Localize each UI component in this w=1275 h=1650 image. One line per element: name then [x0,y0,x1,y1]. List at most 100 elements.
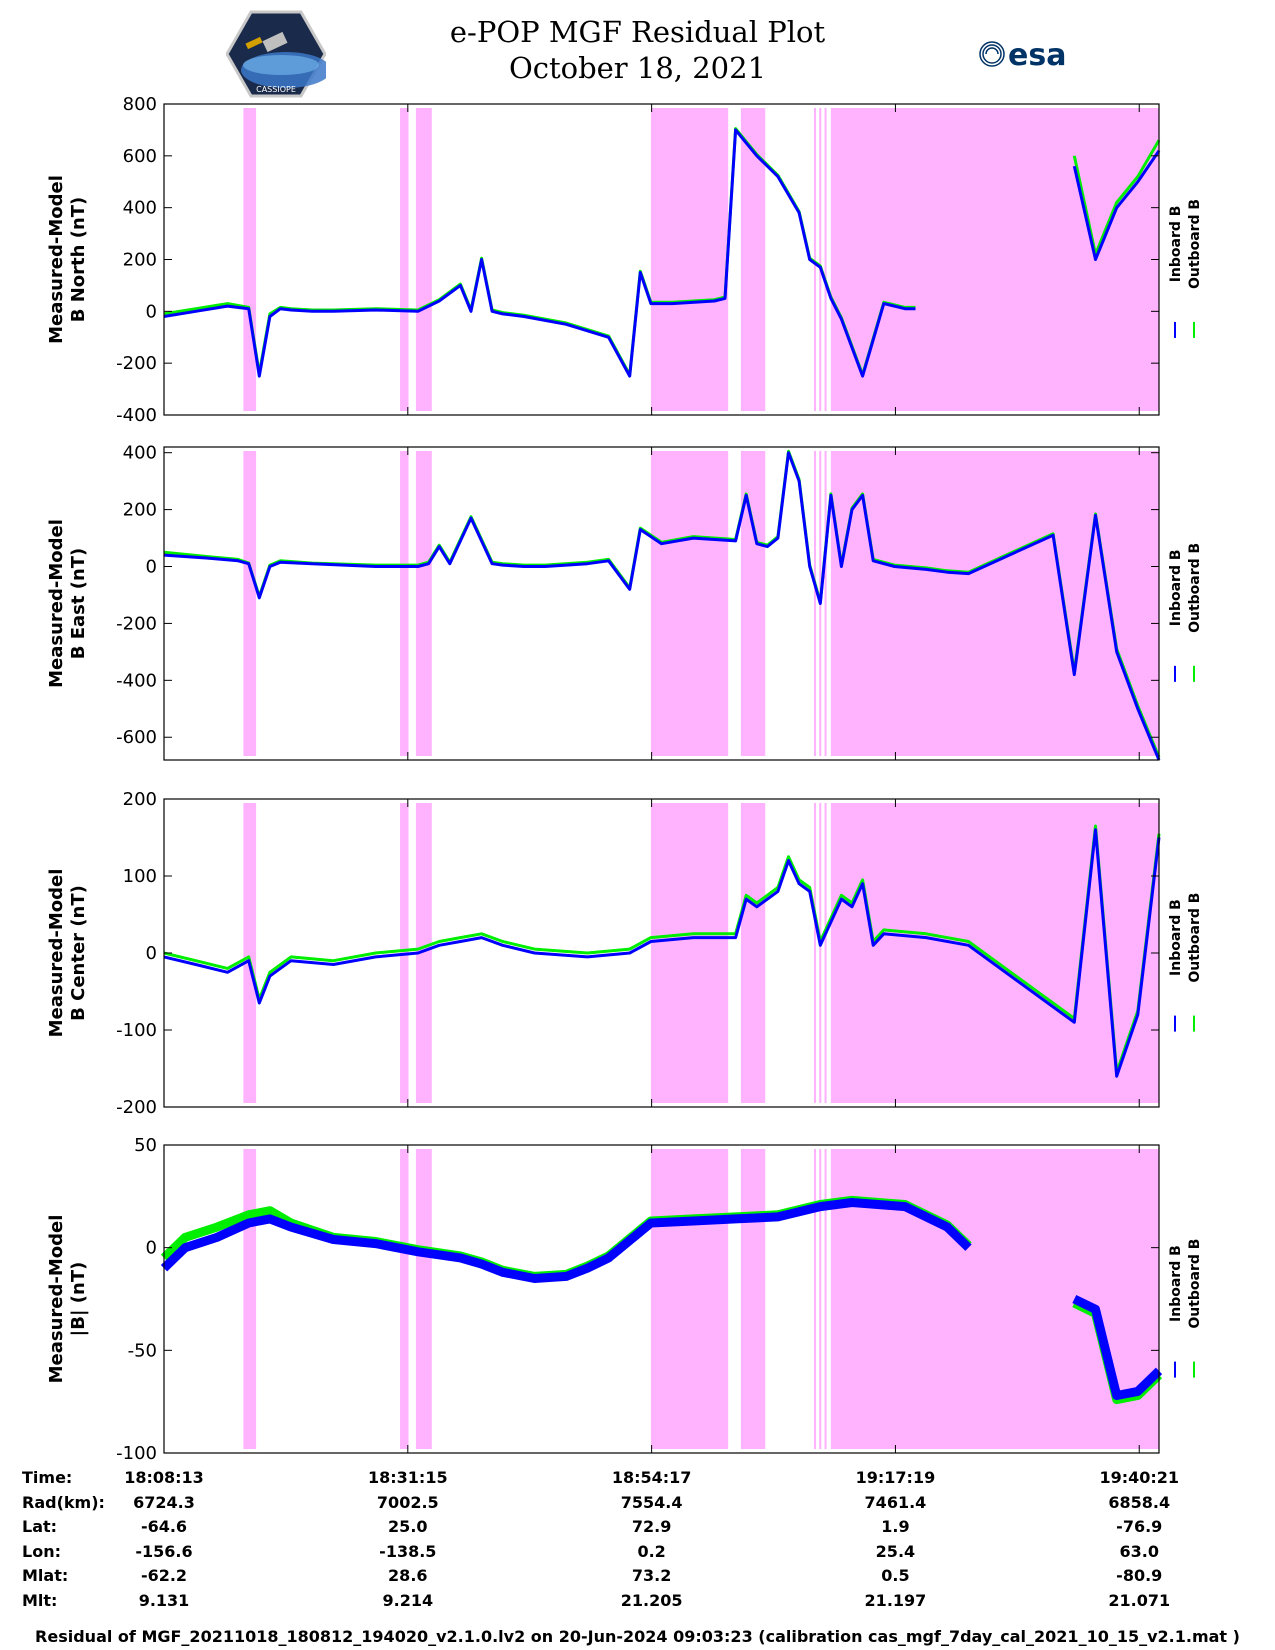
shaded-interval-0-2 [415,108,432,411]
shaded-interval-2-5 [813,803,817,1103]
shaded-interval-2-6 [819,803,822,1103]
shaded-interval-1-8 [830,451,1159,756]
shaded-interval-3-5 [813,1149,817,1449]
orbit-info-value: 73.2 [631,1566,672,1585]
y-axis-label-2: Measured-Model B Center (nT) [46,869,89,1038]
y-tick-label-0-2: 400 [123,198,157,219]
shaded-interval-2-8 [830,803,1159,1103]
y-tick-label-3-1: 0 [146,1238,157,1259]
orbit-info-value: -80.9 [1116,1566,1163,1585]
cassiope-logo-text: CASSIOPE [256,85,296,94]
legend-label-1-1: Outboard B [1187,543,1203,633]
shaded-interval-1-3 [650,451,729,756]
shaded-interval-0-1 [400,108,409,411]
y-axis-label-line2-3: |B| (nT) [68,1262,89,1337]
orbit-info-value: 0.5 [881,1566,910,1585]
orbit-info-value: 72.9 [631,1517,672,1536]
orbit-info-value: 21.205 [620,1590,683,1610]
series-line-inboard-3 [160,1198,1163,1400]
shaded-interval-2-3 [650,803,729,1103]
plot-title: e-POP MGF Residual Plot [449,15,826,49]
legend-entry-2-1: Outboard B [1187,893,1203,983]
y-tick-label-3-2: -50 [128,1340,157,1361]
orbit-info-value: -64.6 [140,1517,188,1536]
orbit-info-label: Lon: [22,1541,61,1561]
shaded-interval-0-0 [243,108,257,411]
shaded-interval-2-7 [824,803,827,1103]
plot-frame-1 [163,446,1160,761]
shaded-interval-1-0 [243,451,257,756]
orbit-info-value: -138.5 [379,1541,437,1561]
legend-label-1-0: Inboard B [1168,549,1184,626]
shaded-interval-1-7 [824,451,827,756]
y-axis-label-line2-0: B North (nT) [68,197,89,323]
cassiope-logo: CASSIOPE [226,10,326,98]
legend-label-3-1: Outboard B [1187,1239,1203,1329]
orbit-info-value: 6858.4 [1108,1492,1171,1512]
orbit-info-value: 19:17:19 [855,1468,936,1487]
orbit-info-value: 18:54:17 [611,1468,692,1487]
esa-logo-text: esa [1008,38,1066,72]
legend-entry-2-0: Inboard B [1168,899,1184,976]
y-tick-label-0-3: 200 [123,250,157,271]
y-axis-label-line1-2: Measured-Model [46,869,67,1038]
legend-entry-3-1: Outboard B [1187,1239,1203,1329]
orbit-info-label: Lat: [22,1517,58,1536]
orbit-info-row: Mlt: 9.131 9.214 21.205 21.197 21.071 [22,1591,1262,1616]
orbit-info-value: 7461.4 [864,1492,927,1512]
orbit-info-label: Mlat: [22,1566,69,1585]
series-line-inboard-2 [163,828,1161,1078]
legend-entry-0-1: Outboard B [1187,199,1203,289]
legend-label-2-0: Inboard B [1168,899,1184,976]
orbit-info-value: -62.2 [140,1566,188,1585]
legend-entry-1-0: Inboard B [1168,549,1184,626]
y-tick-label-3-0: 50 [134,1135,157,1156]
y-tick-label-2-2: 0 [146,943,157,964]
y-tick-label-0-6: -400 [116,405,157,426]
shaded-interval-3-4 [740,1149,766,1449]
orbit-info-value: 0.2 [637,1541,666,1561]
legend-entry-0-0: Inboard B [1168,206,1184,283]
y-tick-label-0-0: 800 [123,94,157,115]
shaded-interval-3-2 [415,1149,432,1449]
shaded-interval-3-1 [400,1149,409,1449]
shaded-interval-0-8 [830,108,1159,411]
y-axis-label-line2-2: B Center (nT) [68,885,89,1021]
y-tick-label-2-1: 100 [123,866,157,887]
series-line-inboard-1 [163,451,1161,761]
orbit-info-value: 25.0 [388,1517,428,1536]
y-tick-label-2-0: 200 [123,789,157,810]
y-tick-label-2-3: -100 [116,1020,157,1041]
orbit-info-label: Rad(km): [22,1492,105,1512]
legend-label-3-0: Inboard B [1168,1245,1184,1322]
shaded-interval-2-0 [243,803,257,1103]
shaded-interval-0-5 [813,108,817,411]
shaded-interval-3-6 [819,1149,822,1449]
orbit-info-value: 9.131 [138,1590,190,1610]
shaded-interval-0-6 [819,108,822,411]
orbit-info-value: 21.071 [1108,1590,1171,1610]
y-axis-label-1: Measured-Model B East (nT) [46,519,89,688]
y-tick-label-0-1: 600 [123,146,157,167]
legend-label-2-1: Outboard B [1187,893,1203,983]
shaded-interval-3-0 [243,1149,257,1449]
y-axis-label-3: Measured-Model |B| (nT) [46,1215,89,1384]
shaded-interval-0-7 [824,108,827,411]
orbit-info-value: 9.214 [382,1590,434,1610]
shaded-interval-2-4 [740,803,766,1103]
shaded-interval-1-1 [400,451,409,756]
title-block: e-POP MGF Residual Plot October 18, 2021 [0,14,1275,86]
y-tick-label-1-4: -400 [116,670,157,691]
legend-label-0-0: Inboard B [1168,206,1184,283]
footnote: Residual of MGF_20211018_180812_194020_v… [35,1627,1240,1646]
legend-entry-3-0: Inboard B [1168,1245,1184,1322]
y-axis-label-0: Measured-Model B North (nT) [46,175,89,344]
orbit-info-value: 19:40:21 [1099,1468,1180,1487]
orbit-info-label: Mlt: [22,1590,58,1610]
y-tick-label-0-5: -200 [116,353,157,374]
plot-frame-3 [163,1144,1160,1454]
shaded-interval-3-7 [824,1149,827,1449]
shaded-interval-3-8 [830,1149,1159,1449]
orbit-info-row: Rad(km): 6724.3 7002.5 7554.4 7461.4 6858.4 [22,1493,1262,1518]
